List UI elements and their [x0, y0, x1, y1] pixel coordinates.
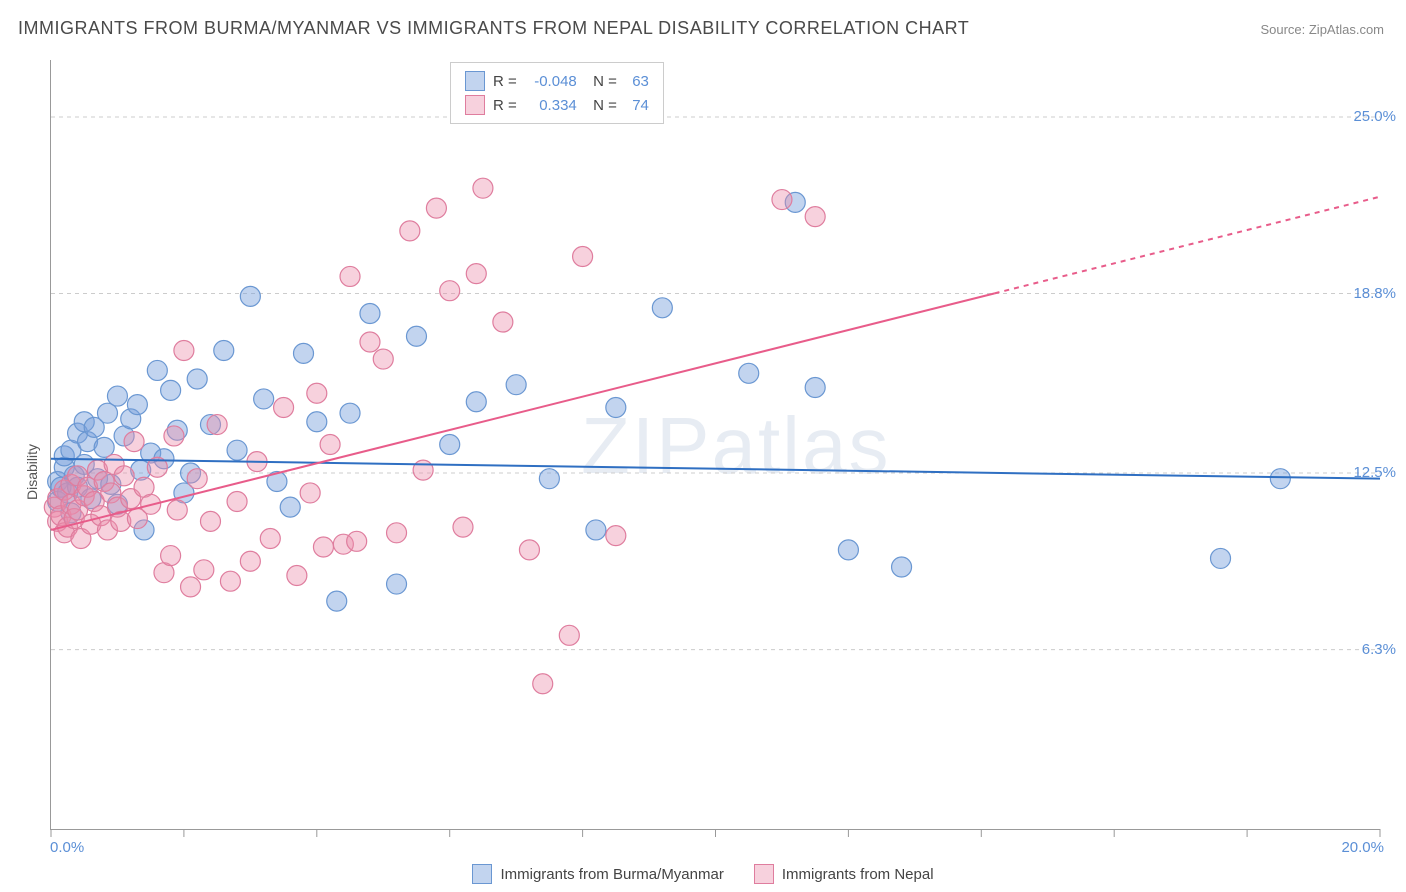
legend-swatch-1 [465, 95, 485, 115]
chart-title: IMMIGRANTS FROM BURMA/MYANMAR VS IMMIGRA… [18, 18, 969, 39]
x-tick-label-right: 20.0% [1341, 839, 1384, 856]
legend-item-label-0: Immigrants from Burma/Myanmar [500, 866, 723, 883]
legend-r-label-1: R = [493, 97, 517, 114]
legend-item-label-1: Immigrants from Nepal [782, 866, 934, 883]
chart-container: IMMIGRANTS FROM BURMA/MYANMAR VS IMMIGRA… [0, 0, 1406, 892]
y-tick-label: 6.3% [1362, 641, 1396, 658]
legend-n-label-0: N = [585, 73, 617, 90]
y-tick-label: 25.0% [1353, 108, 1396, 125]
y-tick-label: 12.5% [1353, 464, 1396, 481]
legend-item-0: Immigrants from Burma/Myanmar [472, 864, 723, 884]
legend-r-value-1: 0.334 [525, 97, 577, 114]
legend-r-label-0: R = [493, 73, 517, 90]
series-legend: Immigrants from Burma/Myanmar Immigrants… [0, 864, 1406, 884]
legend-r-value-0: -0.048 [525, 73, 577, 90]
legend-item-swatch-0 [472, 864, 492, 884]
legend-n-value-0: 63 [625, 73, 649, 90]
legend-swatch-0 [465, 71, 485, 91]
legend-row-series-0: R = -0.048 N = 63 [465, 69, 649, 93]
legend-n-label-1: N = [585, 97, 617, 114]
y-axis-title: Disability [24, 444, 40, 500]
legend-item-1: Immigrants from Nepal [754, 864, 934, 884]
legend-row-series-1: R = 0.334 N = 74 [465, 93, 649, 117]
legend-n-value-1: 74 [625, 97, 649, 114]
plot-area: ZIPatlas [50, 60, 1380, 830]
legend-item-swatch-1 [754, 864, 774, 884]
source-attribution: Source: ZipAtlas.com [1260, 22, 1384, 37]
y-tick-label: 18.8% [1353, 285, 1396, 302]
x-tick-label-left: 0.0% [50, 839, 84, 856]
correlation-legend: R = -0.048 N = 63 R = 0.334 N = 74 [450, 62, 664, 124]
plot-svg [51, 60, 1380, 829]
